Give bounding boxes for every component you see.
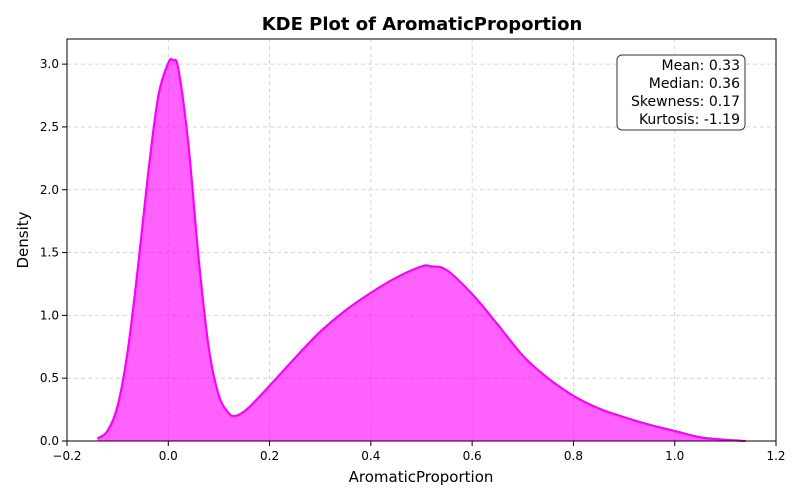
- x-tick-label: 0.2: [260, 449, 279, 463]
- plot-frame: [66, 38, 777, 442]
- density-area: [96, 57, 746, 443]
- density-line: [96, 57, 746, 443]
- x-tick-label: 0.4: [361, 449, 380, 463]
- density-fill: [97, 58, 746, 441]
- stats-box: Mean: 0.33 Median: 0.36 Skewness: 0.17 K…: [616, 54, 746, 131]
- x-axis-label: AromaticProportion: [349, 468, 494, 486]
- x-tick-label: 0.8: [564, 449, 583, 463]
- x-tick-label: −0.2: [52, 449, 81, 463]
- stat-mean: Mean: 0.33: [662, 58, 740, 74]
- stat-median: Median: 0.36: [649, 76, 740, 92]
- y-tick-label: 0.5: [40, 371, 59, 385]
- x-tick-label: 1.0: [665, 449, 684, 463]
- x-tick-label: 1.2: [766, 449, 785, 463]
- y-tick-label: 2.5: [40, 120, 59, 134]
- stats-box-frame: [616, 54, 746, 131]
- chart-title: KDE Plot of AromaticProportion: [262, 14, 583, 35]
- y-tick-label: 2.0: [40, 183, 59, 197]
- x-tick-label: 0.6: [463, 449, 482, 463]
- x-axis-ticks: −0.2 0.0 0.2 0.4 0.6 0.8 1.0 1.2: [52, 441, 786, 463]
- y-tick-label: 3.0: [40, 57, 59, 71]
- y-axis-ticks: 0.0 0.5 1.0 1.5 2.0 2.5 3.0: [40, 57, 67, 448]
- x-tick-label: 0.0: [159, 449, 178, 463]
- y-tick-label: 0.0: [40, 434, 59, 448]
- stat-kurtosis: Kurtosis: -1.19: [639, 112, 740, 128]
- stat-skewness: Skewness: 0.17: [631, 94, 740, 110]
- y-axis-label: Density: [14, 211, 32, 268]
- y-tick-label: 1.5: [40, 246, 59, 260]
- y-tick-label: 1.0: [40, 308, 59, 322]
